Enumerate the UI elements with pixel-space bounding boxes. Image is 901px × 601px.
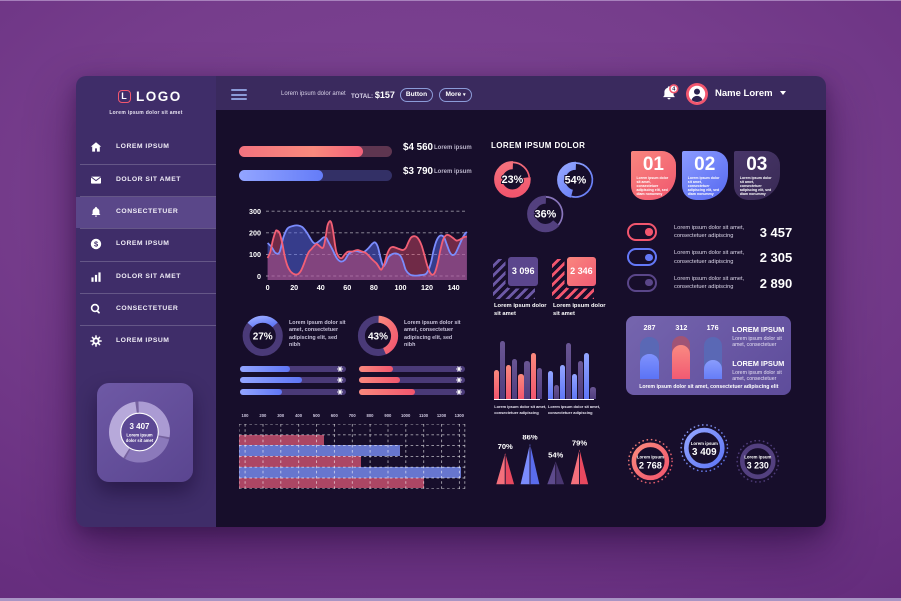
svg-text:27%: 27% <box>253 332 273 343</box>
svg-text:60: 60 <box>343 283 351 292</box>
svg-text:$: $ <box>94 240 98 249</box>
svg-text:3 230: 3 230 <box>747 460 769 470</box>
svg-text:40: 40 <box>317 283 325 292</box>
svg-text:86%: 86% <box>522 435 537 442</box>
svg-text:0: 0 <box>257 272 261 281</box>
svg-text:Lorem ipsum: Lorem ipsum <box>126 432 153 437</box>
svg-text:80: 80 <box>370 283 378 292</box>
svg-text:2 768: 2 768 <box>639 460 662 470</box>
svg-text:200: 200 <box>249 229 261 238</box>
svg-text:Lorem ipsum: Lorem ipsum <box>691 441 718 446</box>
svg-text:54%: 54% <box>565 174 587 186</box>
svg-text:70%: 70% <box>498 442 513 451</box>
svg-text:Lorem ipsum: Lorem ipsum <box>637 454 664 459</box>
svg-text:20: 20 <box>290 283 298 292</box>
svg-text:3 409: 3 409 <box>692 447 717 458</box>
svg-text:3 407: 3 407 <box>129 422 150 431</box>
svg-text:Lorem ipsum: Lorem ipsum <box>744 454 771 459</box>
svg-text:4: 4 <box>672 87 675 93</box>
svg-text:120: 120 <box>421 283 433 292</box>
svg-text:dolor sit amet: dolor sit amet <box>126 438 154 443</box>
svg-text:43%: 43% <box>368 332 388 343</box>
svg-text:100: 100 <box>395 283 407 292</box>
svg-text:300: 300 <box>249 207 261 216</box>
svg-text:140: 140 <box>448 283 460 292</box>
svg-text:54%: 54% <box>548 451 563 460</box>
svg-text:0: 0 <box>266 283 270 292</box>
svg-text:36%: 36% <box>535 208 557 220</box>
svg-text:79%: 79% <box>572 439 587 448</box>
svg-text:23%: 23% <box>502 174 524 186</box>
svg-text:100: 100 <box>249 250 261 259</box>
